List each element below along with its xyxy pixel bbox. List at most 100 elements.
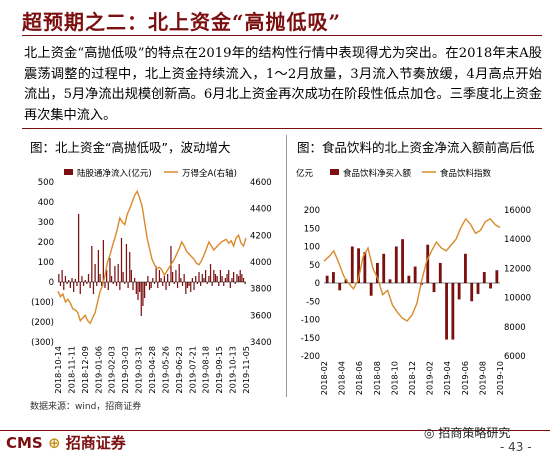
chart1-yleft-tick: 100 — [38, 258, 54, 268]
chart1-bar — [204, 270, 207, 282]
chart2-x-tick: 2018-10 — [389, 361, 399, 395]
chart2-bar — [382, 253, 386, 283]
chart2-x-tick: 2019-04 — [442, 361, 452, 395]
chart2-ylabel: 亿元 — [296, 168, 314, 179]
chart1-bar — [137, 282, 139, 300]
chart1-bar — [142, 282, 144, 306]
chart1-bar — [241, 274, 243, 282]
chart1-bar — [193, 282, 195, 290]
chart1-x-tick: 2019-02-03 — [107, 346, 117, 394]
chart1-bar — [224, 278, 227, 282]
chart1-bar — [176, 282, 179, 288]
chart2-legend-bar-label: 食品饮料净买入额 — [343, 168, 412, 179]
chart1-bar — [101, 282, 103, 286]
chart1-x-tick: 2019-06-23 — [174, 346, 184, 394]
chart1-bar — [107, 282, 109, 290]
chart1-bar — [153, 282, 156, 284]
chart1-bar — [84, 280, 86, 282]
chart1-x-tick: 2019-03-31 — [134, 346, 144, 394]
chart1-bar — [211, 282, 213, 286]
chart2-bar — [457, 283, 461, 300]
chart1-legend-bar-swatch — [64, 169, 73, 175]
chart1-bar — [114, 266, 116, 282]
chart2-bar — [325, 275, 329, 283]
chart1-bar — [132, 282, 134, 290]
title-rule — [22, 35, 542, 36]
chart1-x-tick: 2019-07-21 — [187, 346, 197, 394]
chart1-bar — [206, 282, 208, 284]
chart2-x-tick: 2019-10 — [495, 361, 505, 395]
chart1-bar — [79, 282, 81, 294]
chart2-yright-tick: 16000 — [504, 206, 531, 216]
chart2-food-beverage: 食品饮料净买入额 食品饮料指数 亿元 200 150 100 50 0 -50 -100 -150 -… — [296, 168, 531, 395]
chart1-index-line — [57, 189, 247, 325]
chart2-bar — [401, 239, 404, 283]
chart2-yleft-tick: -200 — [301, 352, 320, 362]
chart1-bar — [96, 282, 98, 286]
chart1-yright-tick: 4200 — [250, 231, 272, 241]
chart1-bar — [239, 270, 241, 282]
chart1-bar — [119, 282, 121, 290]
chart1-bar — [102, 240, 104, 282]
chart1-yleft-tick: (200) — [31, 318, 54, 328]
chart1-bar — [160, 278, 162, 282]
chart1-bar — [148, 282, 151, 290]
chart1-bar — [115, 282, 118, 286]
chart2-yright-tick: 12000 — [504, 264, 531, 274]
chart1-x-tick: 2019-01-06 — [93, 346, 103, 394]
cms-logo: CMS ⊕ 招商证券 — [6, 432, 126, 453]
chart1-bar — [219, 270, 222, 282]
chart1-yleft-tick: (100) — [31, 298, 54, 308]
chart2-bar — [464, 253, 467, 283]
chart1-bar — [185, 282, 187, 294]
chart2-x-tick: 2018-12 — [407, 361, 417, 395]
chart1-bar — [171, 272, 174, 282]
chart1-yleft-tick: 300 — [38, 218, 54, 228]
chart1-bar — [178, 264, 180, 282]
footer-rule — [0, 430, 550, 431]
chart1-bar — [89, 282, 91, 288]
chart1-x-tick: 2018-12-09 — [80, 346, 90, 394]
chart1-bar — [58, 274, 60, 282]
chart2-bar — [344, 279, 348, 283]
chart1-bar — [63, 282, 65, 290]
chart2-x-tick: 2018-08 — [372, 361, 382, 395]
page-number: - 43 - — [500, 440, 532, 454]
summary-paragraph: 北上资金“高抛低吸”的特点在2019年的结构性行情中表现得尤为突出。在2018年… — [24, 46, 542, 123]
chart2-yright-tick: 14000 — [504, 235, 531, 245]
chart1-x-tick: 2018-10-14 — [53, 346, 63, 394]
chart1-x-tick: 2019-09-15 — [214, 346, 224, 394]
chart1-bar — [234, 282, 236, 284]
chart2-yright-tick: 10000 — [504, 294, 531, 304]
chart1-title: 图：北上资金“高抛低吸”，波动增大 — [30, 140, 231, 155]
chart2-bar — [438, 262, 442, 283]
chart1-yright-tick: 3800 — [250, 285, 272, 295]
chart1-bar — [157, 282, 159, 288]
chart1-bar — [143, 282, 146, 298]
chart1-bar — [209, 264, 212, 282]
chart1-bar — [228, 270, 230, 282]
chart1-bar — [73, 282, 75, 292]
chart1-x-tick: 2019-05-26 — [160, 346, 170, 394]
chart1-bar — [216, 276, 218, 282]
chart2-index-line — [323, 217, 501, 322]
chart2-yright-tick: 6000 — [504, 352, 526, 362]
chart1-bar — [186, 282, 189, 288]
chart1-bar — [152, 278, 154, 282]
chart-divider — [286, 135, 287, 397]
chart1-yleft-tick: 0 — [49, 278, 54, 288]
chart2-bar — [363, 251, 367, 283]
chart1-bar — [150, 282, 152, 288]
chart1-bar — [231, 278, 233, 282]
chart1-x-tick: 2018-11-11 — [66, 346, 76, 394]
chart1-bar — [201, 274, 203, 282]
chart2-x-tick: 2019-06 — [460, 361, 470, 395]
chart1-bar — [233, 272, 235, 282]
chart2-yleft-tick: -100 — [301, 316, 320, 326]
chart1-bar — [99, 274, 101, 282]
chart2-legend-bar-swatch — [330, 169, 339, 175]
chart2-yleft-tick: 150 — [304, 224, 320, 234]
chart1-bar — [82, 282, 85, 286]
chart2-yleft-tick: -50 — [306, 297, 320, 307]
chart1-bar — [74, 279, 76, 282]
